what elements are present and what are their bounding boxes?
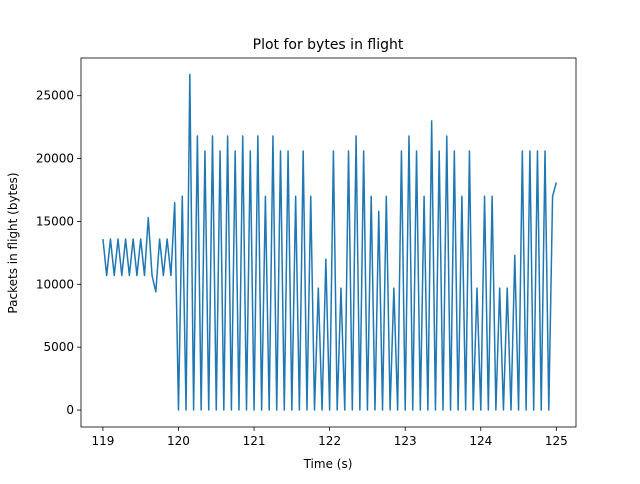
y-tick-label: 10000 (36, 277, 74, 291)
x-tick-label: 119 (91, 434, 114, 448)
plot-area (102, 73, 558, 411)
x-tick-label: 121 (243, 434, 266, 448)
x-tick-label: 120 (167, 434, 190, 448)
x-tick-label: 125 (545, 434, 568, 448)
x-tick-label: 124 (469, 434, 492, 448)
axes-frame (80, 57, 577, 428)
x-tick-label: 122 (318, 434, 341, 448)
data-line (102, 73, 558, 411)
y-tick-label: 15000 (36, 214, 74, 228)
x-axis-label: Time (s) (303, 457, 353, 471)
y-tick-label: 20000 (36, 152, 74, 166)
y-tick-label: 5000 (43, 340, 74, 354)
y-tick-label: 25000 (36, 89, 74, 103)
chart-title: Plot for bytes in flight (253, 37, 404, 53)
y-tick-label: 0 (66, 403, 74, 417)
x-tick-label: 123 (394, 434, 417, 448)
y-axis-label: Packets in flight (bytes) (6, 172, 20, 313)
